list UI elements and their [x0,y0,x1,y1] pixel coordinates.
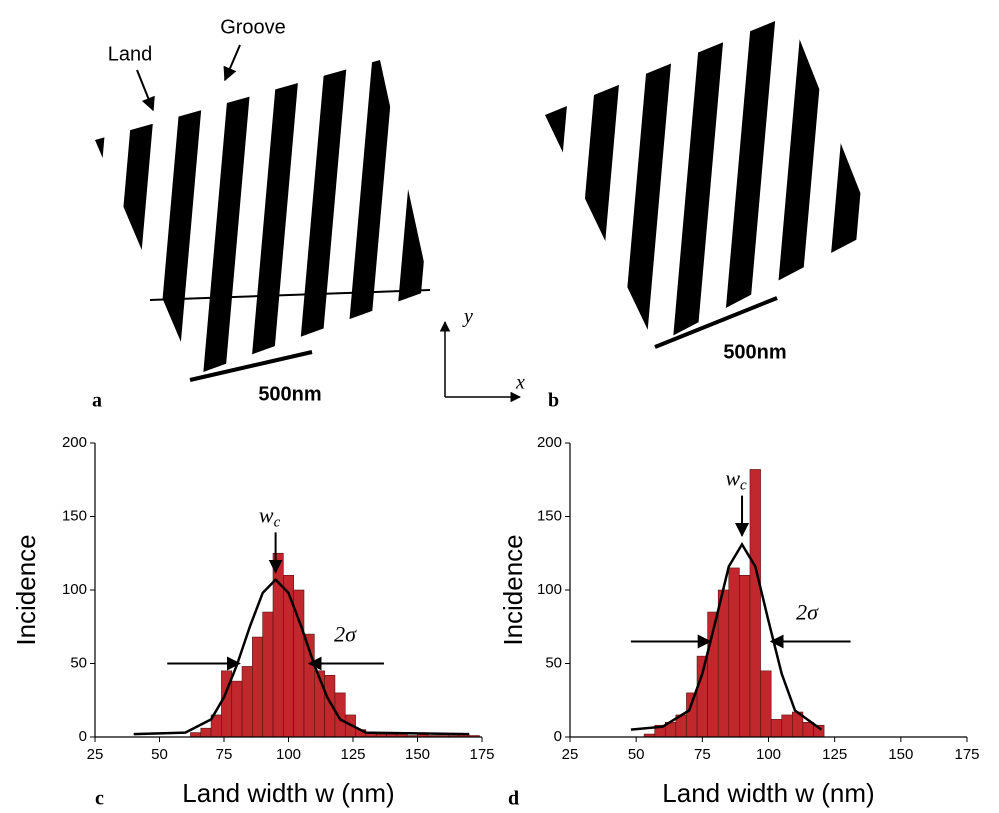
x-tick-label: 150 [405,746,430,763]
x-tick-label: 50 [628,746,645,763]
image-edge [149,289,431,301]
x-tick-label: 125 [822,746,847,763]
scale-bar [189,350,313,382]
scale-bar [654,296,778,349]
y-tick-label: 100 [537,581,562,598]
y-tick-label: 50 [545,654,562,671]
bar [241,666,253,738]
y-axis-label: Incidence [498,534,528,645]
bar [696,655,708,738]
y-tick-label: 200 [537,434,562,451]
annotation: Groove [220,16,286,38]
bar [760,670,772,738]
x-axis-label: Land width w (nm) [182,778,394,808]
panel-letter: d [508,788,519,810]
y-tick-label: 150 [537,507,562,524]
x-tick-label: 150 [888,746,913,763]
arrow [136,69,155,112]
bar [190,732,202,738]
panel-letter: b [548,390,559,412]
x-tick-label: 175 [954,746,979,763]
bar [200,727,212,738]
bar [802,721,814,738]
y-tick-label: 200 [62,434,87,451]
bar [739,574,751,738]
axis-name: x [515,372,525,394]
afm-image-b [545,15,875,345]
y-tick-label: 0 [554,728,562,745]
fit-curve [133,577,470,736]
symbol: w [725,466,740,491]
y-axis-label: Incidence [11,534,41,645]
y-tick-label: 50 [70,654,87,671]
afm-image-a [95,60,430,375]
panel-letter: a [92,390,102,412]
x-tick-label: 25 [562,746,579,763]
fit-curve [630,541,823,731]
y-tick-label: 150 [62,507,87,524]
x-tick-label: 50 [151,746,168,763]
bar [781,714,793,738]
subscript: c [274,515,281,531]
bar [252,636,264,738]
y-tick-label: 100 [62,581,87,598]
x-tick-label: 100 [756,746,781,763]
scale-label: 500nm [258,383,321,405]
x-tick-label: 75 [216,746,233,763]
center-label: wc [259,502,281,530]
bar [717,589,730,738]
x-tick-label: 100 [276,746,301,763]
panel-letter: c [95,788,104,810]
width-label: 2σ [796,599,819,624]
bar [770,719,783,738]
scale-label: 500nm [723,341,786,363]
annotation: Land [108,43,153,65]
x-tick-label: 25 [87,746,104,763]
bar [749,469,761,738]
x-tick-label: 175 [469,746,494,763]
subscript: c [740,478,747,494]
y-tick-label: 0 [79,728,87,745]
x-tick-label: 125 [340,746,365,763]
axis-name: y [462,306,473,328]
bar [728,567,740,738]
width-label: 2σ [334,622,357,647]
arrow [223,44,241,82]
x-tick-label: 75 [694,746,711,763]
bar [231,680,243,738]
center-label: wc [725,466,747,494]
symbol: w [259,502,274,527]
x-axis-label: Land width w (nm) [662,778,874,808]
bar [262,611,274,738]
